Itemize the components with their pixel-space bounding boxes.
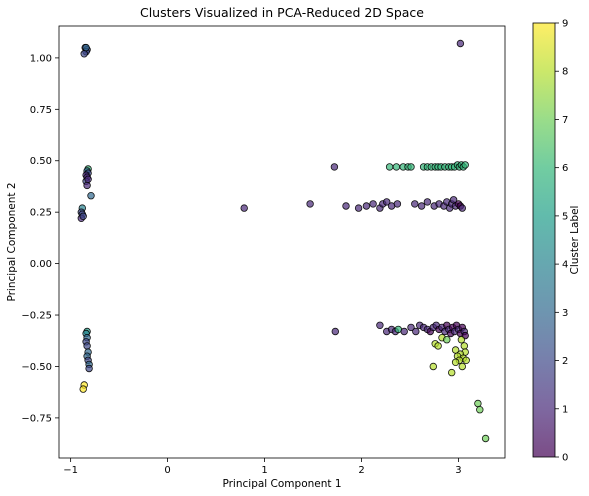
data-point	[407, 163, 415, 171]
data-point	[383, 198, 391, 206]
data-point	[462, 356, 470, 364]
data-point	[392, 163, 401, 171]
colorbar-tick-label: 2	[562, 356, 568, 367]
colorbar-label: Cluster Label	[569, 206, 581, 275]
y-tick-label: 1.00	[30, 53, 52, 64]
data-point	[429, 362, 437, 371]
y-tick-label: 0.00	[30, 259, 52, 270]
data-point	[434, 342, 442, 350]
colorbar-tick-label: 5	[562, 211, 568, 222]
y-tick-label: −0.50	[21, 362, 52, 373]
data-point	[451, 358, 460, 366]
plot-area	[58, 25, 506, 459]
y-tick-label: −0.75	[21, 413, 52, 424]
data-point	[393, 200, 402, 208]
data-point	[481, 434, 490, 443]
data-point	[474, 399, 482, 408]
x-tick-label: 0	[164, 465, 170, 476]
data-point	[79, 385, 87, 393]
data-point	[458, 204, 466, 212]
data-point	[461, 161, 469, 169]
y-tick-label: 0.50	[30, 156, 52, 167]
colorbar-tick-label: 0	[562, 453, 568, 464]
x-tick-label: 2	[358, 465, 364, 476]
x-tick-label: 3	[455, 465, 461, 476]
data-point	[423, 198, 432, 206]
data-point	[80, 50, 88, 58]
data-point	[87, 191, 95, 200]
data-point	[417, 202, 426, 210]
colorbar-tick-label: 3	[562, 308, 568, 319]
data-point	[85, 364, 93, 373]
y-tick-label: 0.25	[30, 208, 52, 219]
data-point	[456, 39, 465, 48]
colorbar-tick-label: 6	[562, 163, 568, 174]
data-point	[460, 342, 468, 350]
data-point	[411, 200, 419, 208]
colorbar-tick-label: 9	[562, 19, 568, 30]
colorbar-ticks: 0 1 2 3 4 5 6 7 8 9	[555, 19, 568, 464]
y-axis-ticks: −0.75 −0.50 −0.25 0.00 0.25 0.50 0.75 1.00	[21, 53, 59, 424]
y-axis-label: Principal Component 2	[6, 182, 18, 301]
data-point	[82, 43, 90, 52]
data-point	[443, 336, 451, 344]
x-axis-ticks: −1 0 1 2 3	[63, 458, 462, 476]
data-point	[458, 362, 466, 371]
y-tick-label: 0.75	[30, 105, 52, 116]
colorbar-tick-label: 1	[562, 404, 568, 415]
data-point	[362, 202, 371, 210]
data-point	[83, 342, 91, 350]
chart-title: Clusters Visualized in PCA-Reduced 2D Sp…	[140, 5, 424, 20]
colorbar-tick-label: 4	[562, 260, 568, 271]
data-point	[83, 181, 91, 190]
data-point	[342, 202, 350, 210]
data-points	[77, 39, 490, 443]
x-tick-label: −1	[63, 465, 78, 476]
data-point	[457, 336, 466, 344]
y-tick-label: −0.25	[21, 311, 52, 322]
data-point	[354, 204, 363, 212]
colorbar	[532, 22, 556, 458]
x-axis-label: Principal Component 1	[222, 478, 341, 490]
colorbar-tick-label: 7	[562, 115, 568, 126]
data-point	[330, 163, 339, 171]
data-point	[369, 200, 377, 208]
x-tick-label: 1	[261, 465, 267, 476]
colorbar-tick-label: 8	[562, 67, 568, 78]
data-point	[376, 321, 384, 329]
data-point	[407, 323, 415, 332]
data-point	[385, 163, 394, 171]
data-point	[84, 175, 92, 183]
data-point	[240, 204, 248, 212]
data-point	[412, 327, 420, 336]
data-point	[331, 327, 339, 336]
data-point	[79, 212, 87, 220]
data-point	[306, 200, 314, 208]
data-point	[448, 368, 456, 377]
data-point	[400, 327, 408, 336]
data-point	[476, 406, 484, 414]
